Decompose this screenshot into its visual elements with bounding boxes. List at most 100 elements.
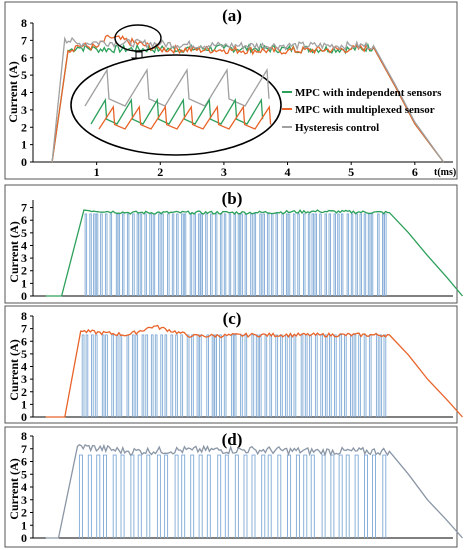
switching-pulse [210,213,213,296]
switching-pulse [330,454,335,538]
switching-pulse [96,454,101,538]
switching-pulse [190,454,195,538]
y-tick-label: 7 [21,442,27,456]
switching-pulse [359,213,362,296]
switching-pulse [364,454,368,538]
legend-label: MPC with multiplexed sensor [295,104,435,116]
switching-pulse [258,334,262,417]
y-tick-label: 5 [21,226,27,240]
panel-b-frame [4,184,458,304]
switching-pulse [363,213,367,296]
switching-pulse [240,213,243,296]
panel-d-frame [4,426,458,548]
switching-pulse [174,454,179,538]
y-tick-label: 3 [21,493,27,507]
switching-pulse [337,213,340,296]
panel-c-series [45,324,463,418]
inset-series-line [90,97,264,125]
legend: MPC with independent sensors MPC with mu… [282,87,442,134]
panel-a-xlabel: t(ms) [434,167,456,178]
zoom-inset [70,54,282,156]
panel-c-frame [4,305,458,424]
switching-pulse [354,454,359,538]
y-tick-label: 2 [21,385,27,399]
switching-pulse [338,454,343,538]
switching-pulse [109,213,113,296]
y-tick-label: 5 [21,467,27,481]
y-tick-label: 8 [21,429,27,443]
zoom-inset-waveforms [84,67,272,130]
y-tick-label: 0 [21,410,27,424]
switching-pulse [292,213,296,296]
panel-a-frame [4,1,458,180]
switching-pulse [149,213,152,296]
switching-pulse [126,213,130,296]
switching-pulse [131,334,135,417]
switching-pulse [112,454,117,538]
switching-pulse [297,213,300,296]
switching-pulse [345,454,350,538]
y-tick-label: 4 [21,480,27,494]
inset-series-line [84,67,270,107]
switching-pulse [137,454,142,538]
switching-pulse [146,454,151,538]
panel-a-ylabel: Current (A) [6,61,20,122]
switching-pulse [154,334,158,417]
switching-pulse [311,213,315,296]
y-tick-label: 6 [21,334,27,348]
series-line [51,36,445,163]
switching-pulse [132,213,135,296]
switching-pulse [214,334,217,417]
legend-label: Hysteresis control [295,122,379,134]
switching-pulse [228,213,232,296]
y-tick-label: 0 [21,155,27,169]
switching-pulse [206,334,209,417]
switching-pulse [81,334,85,417]
switching-pulse [186,334,190,417]
switching-pulse [231,334,234,417]
switching-pulse [214,213,218,296]
switching-pulse [334,334,337,417]
switching-pulse [144,213,147,296]
switching-pulse [122,213,125,296]
switching-pulse [303,454,308,538]
switching-pulse [287,454,292,538]
switching-pulse [176,213,179,296]
switching-pulse [91,334,94,417]
panel-a-title: (a) [222,6,242,25]
switching-pulse [383,334,387,417]
switching-pulse [104,213,108,296]
switching-pulse [346,213,350,296]
switching-pulse [135,334,139,417]
y-tick-label: 7 [21,201,27,215]
switching-pulse [84,213,88,296]
switching-pulse [328,213,331,296]
switching-pulse [321,454,326,538]
y-tick-label: 3 [21,251,27,265]
switching-pulse [310,454,315,538]
switching-pulse [233,334,237,417]
y-tick-label: 2 [21,506,27,520]
switching-pulse [223,213,227,296]
switching-pulse [191,334,194,417]
y-tick-label: 5 [21,68,27,82]
legend-item-independent: MPC with independent sensors [282,87,442,99]
panel-d-ylabel: Current (A) [7,458,21,519]
switching-pulse [94,334,98,417]
switching-pulse [198,334,202,417]
y-tick-label: 3 [21,103,27,117]
switching-pulse [101,334,105,417]
switching-pulse [379,334,383,417]
switching-pulse [136,213,140,296]
switching-pulse [93,213,96,296]
switching-pulse [139,213,143,296]
switching-pulse [266,213,270,296]
switching-pulse [156,454,161,538]
switching-pulse [219,334,222,417]
y-tick-label: 0 [21,531,27,545]
y-tick-label: 1 [21,276,27,290]
switching-pulse [145,334,149,417]
y-tick-label: 1 [21,518,27,532]
